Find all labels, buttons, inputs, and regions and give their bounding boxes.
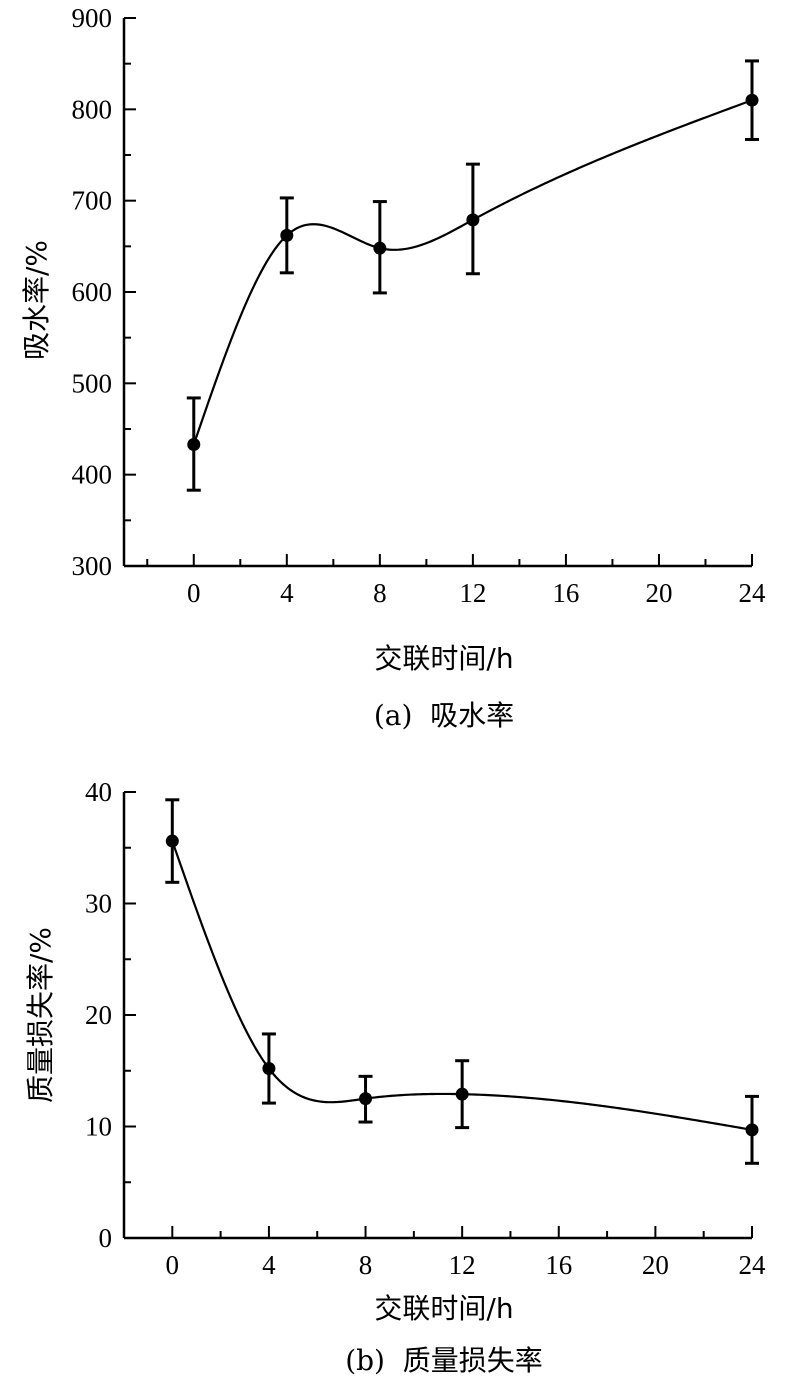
y-tick-label: 800 xyxy=(72,94,113,124)
x-tick-label: 24 xyxy=(739,578,767,608)
x-tick-label: 24 xyxy=(739,1250,767,1280)
x-tick-label: 16 xyxy=(545,1250,572,1280)
y-tick-label: 20 xyxy=(85,1000,112,1030)
caption-a: (a) 吸水率 xyxy=(374,699,514,732)
data-point xyxy=(359,1092,373,1106)
y-tick-label: 500 xyxy=(72,368,113,398)
x-tick-label: 12 xyxy=(449,1250,476,1280)
y-tick-label: 30 xyxy=(85,889,112,919)
data-point xyxy=(745,93,759,107)
x-tick-label: 0 xyxy=(187,578,201,608)
y-tick-label: 400 xyxy=(72,460,113,490)
x-tick-label: 0 xyxy=(166,1250,180,1280)
y-axis-label-a: 吸水率/% xyxy=(20,240,53,360)
data-point xyxy=(187,438,201,452)
x-tick-label: 16 xyxy=(552,578,579,608)
chart-mass-loss: 0 10 20 30 40 0 4 8 12 16 20 24 交联时间/h 质量损失率/% (b) … xyxy=(24,777,766,1377)
y-tick-label: 40 xyxy=(85,777,112,807)
x-tick-label: 4 xyxy=(280,578,294,608)
y-tick-label: 900 xyxy=(72,3,113,33)
x-axis-label-a: 交联时间/h xyxy=(374,642,513,675)
y-tick-label: 0 xyxy=(99,1223,113,1253)
y-tick-label: 10 xyxy=(85,1112,112,1142)
data-point xyxy=(455,1087,469,1101)
y-axis-label-b: 质量损失率/% xyxy=(24,927,57,1103)
data-point xyxy=(280,228,294,242)
x-tick-label: 20 xyxy=(645,578,672,608)
x-axis-label-b: 交联时间/h xyxy=(374,1292,513,1325)
y-tick-label: 700 xyxy=(72,186,113,216)
data-point xyxy=(262,1062,276,1076)
x-tick-label: 20 xyxy=(642,1250,669,1280)
x-tick-label: 4 xyxy=(262,1250,276,1280)
data-point xyxy=(165,834,179,848)
plot-area-b: 0 10 20 30 40 0 4 8 12 16 20 24 xyxy=(85,777,766,1280)
x-tick-label: 8 xyxy=(359,1250,373,1280)
y-tick-label: 600 xyxy=(72,277,113,307)
data-point xyxy=(373,241,387,255)
x-tick-label: 8 xyxy=(373,578,387,608)
x-tick-label: 12 xyxy=(459,578,486,608)
y-tick-label: 300 xyxy=(72,551,113,581)
data-point xyxy=(466,213,480,227)
data-point xyxy=(745,1123,759,1137)
plot-area-a: 300 400 500 600 700 800 900 0 4 8 12 16 20 24 xyxy=(72,3,767,608)
caption-b: (b) 质量损失率 xyxy=(345,1344,543,1377)
